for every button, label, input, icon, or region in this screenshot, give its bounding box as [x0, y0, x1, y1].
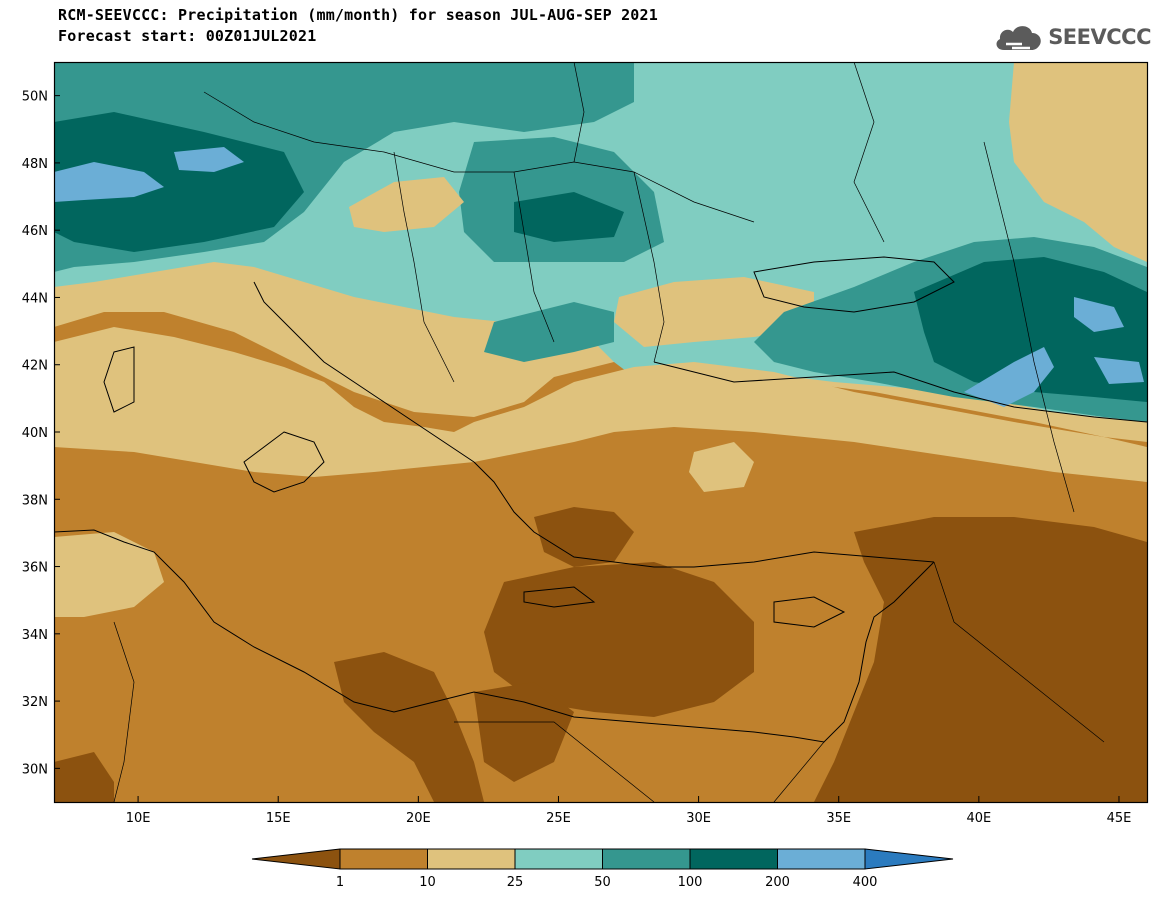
- colorbar-box: [427, 848, 516, 870]
- map-field: [54, 62, 1147, 802]
- colorbar-label: 200: [765, 875, 790, 890]
- precipitation-map: 30N 32N 34N 36N 38N 40N 42N 44N 46N 48N 50N 10E 15E 2…: [22, 61, 1149, 826]
- colorbar-labels: 1 10 25 50 100 200 400: [336, 875, 878, 890]
- colorbar-box: [777, 848, 866, 870]
- colorbar-label: 25: [507, 875, 524, 890]
- lon-tick-label: 25E: [546, 811, 571, 826]
- axis-ticks: 30N 32N 34N 36N 38N 40N 42N 44N 46N 48N 50N 10E 15E 2…: [22, 90, 1132, 826]
- lat-tick-label: 44N: [22, 291, 48, 306]
- seevccc-logo: SEEVCCC: [992, 20, 1151, 54]
- coastlines: [54, 256, 1147, 743]
- chart-title: RCM-SEEVCCC: Precipitation (mm/month) fo…: [58, 6, 658, 24]
- colorbar-label: 1: [336, 875, 344, 890]
- lon-tick-label: 10E: [126, 811, 151, 826]
- lon-tick-label: 15E: [266, 811, 291, 826]
- lat-tick-label: 46N: [22, 224, 48, 239]
- colorbar-box: [514, 848, 603, 870]
- colorbar-lower-triangle: [251, 848, 341, 870]
- lat-tick-label: 48N: [22, 157, 48, 172]
- lat-tick-label: 36N: [22, 561, 48, 576]
- lat-tick-label: 42N: [22, 359, 48, 374]
- lat-tick-label: 50N: [22, 90, 48, 105]
- lon-tick-label: 20E: [406, 811, 431, 826]
- lat-tick-label: 30N: [22, 762, 48, 777]
- colorbar-label: 10: [419, 875, 436, 890]
- lat-tick-label: 34N: [22, 628, 48, 643]
- lat-tick-label: 38N: [22, 493, 48, 508]
- colorbar-upper-triangle: [864, 848, 954, 870]
- forecast-start: Forecast start: 00Z01JUL2021: [58, 27, 317, 45]
- lon-tick-label: 35E: [826, 811, 851, 826]
- lon-tick-label: 40E: [966, 811, 991, 826]
- colorbar: 1 10 25 50 100 200 400: [251, 848, 954, 890]
- colorbar-box: [339, 848, 428, 870]
- colorbar-label: 400: [853, 875, 878, 890]
- colorbar-box: [602, 848, 691, 870]
- logo-text: SEEVCCC: [1048, 25, 1151, 49]
- cloud-icon: [996, 26, 1041, 50]
- lon-tick-label: 45E: [1107, 811, 1132, 826]
- colorbar-boxes: [251, 848, 954, 870]
- lon-tick-label: 30E: [686, 811, 711, 826]
- lat-tick-label: 32N: [22, 695, 48, 710]
- colorbar-label: 100: [678, 875, 703, 890]
- borders: [113, 62, 1105, 802]
- lat-tick-label: 40N: [22, 426, 48, 441]
- colorbar-label: 50: [594, 875, 611, 890]
- colorbar-box: [689, 848, 778, 870]
